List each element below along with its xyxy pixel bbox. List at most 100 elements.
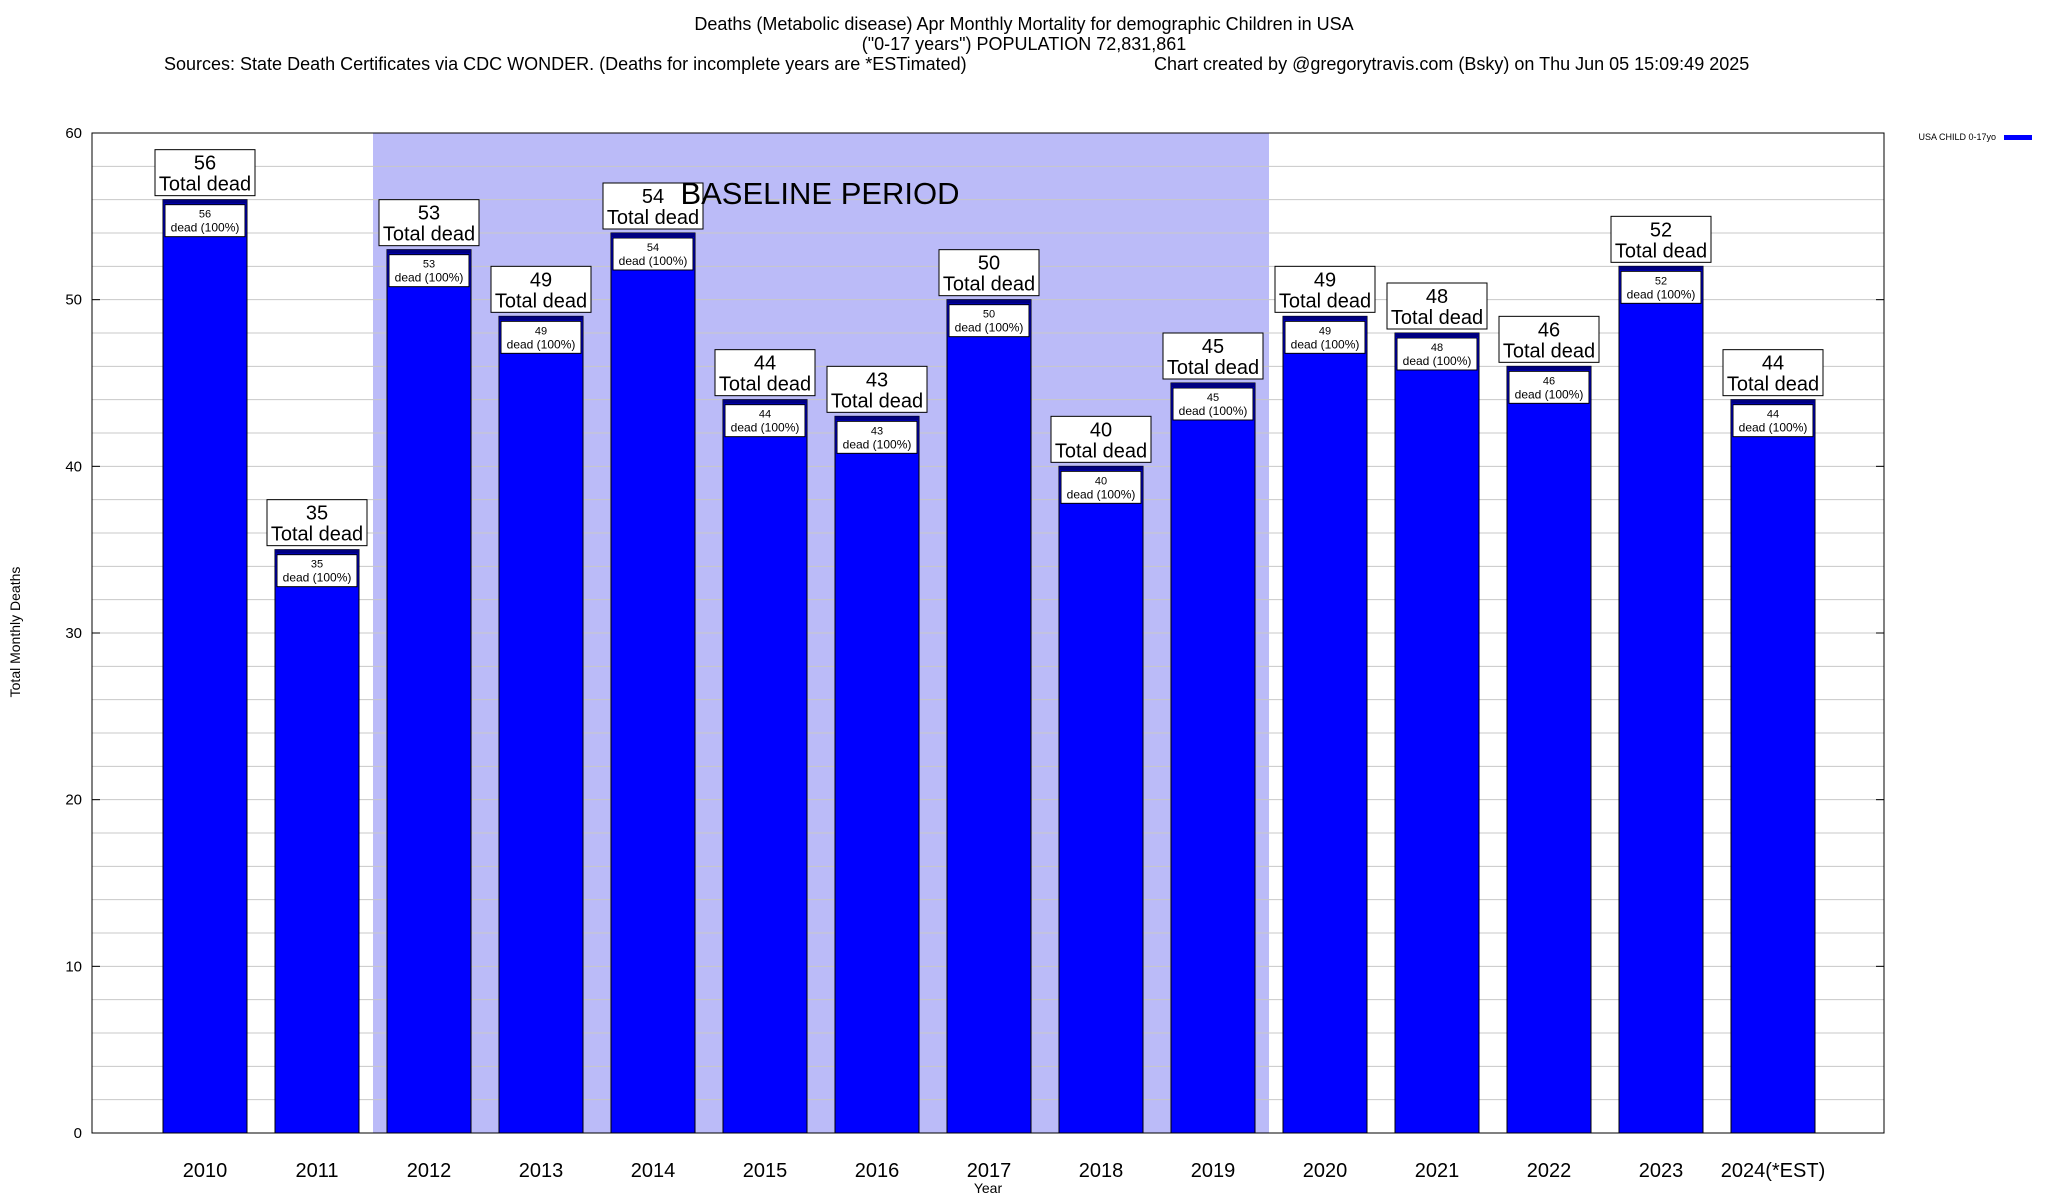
bar-inner-value: 45 xyxy=(1207,392,1219,404)
bar-inner-value: 49 xyxy=(535,325,547,337)
bar-total-label-box xyxy=(602,182,704,230)
bar-inner-label-box xyxy=(724,404,806,438)
bar-inner-label-box xyxy=(1060,470,1142,504)
bar-total-label-box xyxy=(154,149,256,197)
x-tick-label: 2024(*EST) xyxy=(1721,1160,1826,1182)
x-tick-label: 2023 xyxy=(1639,1160,1684,1182)
bar-inner-percent: dead (100%) xyxy=(507,337,576,351)
bar-top-stripe xyxy=(611,233,695,237)
bar-inner-value: 35 xyxy=(311,559,323,571)
bar-total-label-box xyxy=(1722,349,1824,397)
bar xyxy=(1394,332,1480,1134)
bar xyxy=(610,232,696,1134)
bar-total-value: 43 xyxy=(866,369,888,391)
bar-total-value: 53 xyxy=(418,203,440,225)
bar-inner-value: 44 xyxy=(1767,409,1779,421)
bar-inner-value: 44 xyxy=(759,409,771,421)
bar-total-value: 40 xyxy=(1090,419,1112,441)
bar-inner-label-box xyxy=(1172,387,1254,421)
bar-top-stripe xyxy=(1395,333,1479,337)
x-axis-label: Year xyxy=(974,1180,1003,1196)
bar-total-text: Total dead xyxy=(1391,307,1483,329)
bar-inner-label-box xyxy=(500,320,582,354)
bar-total-label-box xyxy=(1610,215,1712,263)
bar-total-value: 56 xyxy=(194,153,216,175)
bar-total-value: 49 xyxy=(1314,269,1336,291)
bar-total-text: Total dead xyxy=(1727,374,1819,396)
bar-top-stripe xyxy=(387,249,471,254)
bar-total-label-box xyxy=(490,265,592,313)
bar xyxy=(1506,365,1592,1134)
bar-inner-label-box xyxy=(1732,404,1814,438)
bar-top-stripe xyxy=(499,316,583,321)
bar-top-stripe xyxy=(163,199,247,204)
bar-total-text: Total dead xyxy=(607,207,699,229)
y-tick-label: 50 xyxy=(65,292,82,309)
bar-total-value: 50 xyxy=(978,253,1000,275)
bar-total-text: Total dead xyxy=(1055,440,1147,462)
bar-total-text: Total dead xyxy=(271,524,363,546)
bar xyxy=(1730,399,1816,1134)
bar xyxy=(834,415,920,1134)
bar-total-value: 52 xyxy=(1650,219,1672,241)
x-tick-label: 2010 xyxy=(183,1160,228,1182)
x-tick-label: 2017 xyxy=(967,1160,1012,1182)
legend: USA CHILD 0-17yo xyxy=(1918,132,2032,142)
baseline-period-label: BASELINE PERIOD xyxy=(680,176,959,211)
bar-inner-percent: dead (100%) xyxy=(283,571,352,585)
bar-total-label-box xyxy=(1162,332,1264,380)
bar-total-text: Total dead xyxy=(943,274,1035,296)
bar xyxy=(162,199,248,1134)
bar-top-stripe xyxy=(835,416,919,421)
chart-title-line-2: ("0-17 years") POPULATION 72,831,861 xyxy=(861,34,1187,54)
bar xyxy=(274,549,360,1134)
bar-top-stripe xyxy=(1507,366,1591,371)
chart-credit-note: Chart created by @gregorytravis.com (Bsk… xyxy=(1154,54,1750,74)
bar-total-value: 49 xyxy=(530,269,552,291)
y-tick-label: 60 xyxy=(65,125,82,142)
x-tick-label: 2021 xyxy=(1415,1160,1460,1182)
bar-inner-percent: dead (100%) xyxy=(619,254,688,268)
chart-sources-note: Sources: State Death Certificates via CD… xyxy=(164,54,967,74)
x-tick-label: 2013 xyxy=(519,1160,564,1182)
bar-total-label-box xyxy=(266,499,368,547)
bar xyxy=(946,299,1032,1134)
bar-inner-value: 50 xyxy=(983,309,995,321)
bar-total-text: Total dead xyxy=(1167,357,1259,379)
bar xyxy=(1170,382,1256,1134)
bar-total-label-box xyxy=(938,249,1040,297)
bar xyxy=(1282,315,1368,1134)
bar-inner-value: 52 xyxy=(1655,275,1667,287)
y-tick-label: 10 xyxy=(65,958,82,975)
bar-total-text: Total dead xyxy=(831,390,923,412)
bar-inner-value: 53 xyxy=(423,259,435,271)
bar-inner-label-box xyxy=(1508,370,1590,404)
bar-inner-value: 40 xyxy=(1095,475,1107,487)
y-tick-label: 0 xyxy=(74,1125,82,1142)
bar xyxy=(1618,265,1704,1134)
bar xyxy=(722,399,808,1134)
bar-total-value: 44 xyxy=(754,353,776,375)
bar-inner-label-box xyxy=(276,554,358,588)
bar-total-text: Total dead xyxy=(159,174,251,196)
x-tick-label: 2015 xyxy=(743,1160,788,1182)
bar-total-label-box xyxy=(1274,265,1376,313)
bar-total-text: Total dead xyxy=(383,224,475,246)
bar-inner-label-box xyxy=(1284,320,1366,354)
bar-inner-value: 49 xyxy=(1319,325,1331,337)
bar-inner-label-box xyxy=(836,420,918,454)
bar-top-stripe xyxy=(275,549,359,554)
bar-inner-label-box xyxy=(388,254,470,288)
bar-total-text: Total dead xyxy=(1279,290,1371,312)
y-tick-label: 30 xyxy=(65,625,82,642)
bar-total-value: 45 xyxy=(1202,336,1224,358)
bar-inner-value: 48 xyxy=(1431,342,1443,354)
bar-inner-percent: dead (100%) xyxy=(1179,404,1248,418)
x-tick-label: 2014 xyxy=(631,1160,676,1182)
bar-total-text: Total dead xyxy=(495,290,587,312)
bar-top-stripe xyxy=(1731,399,1815,404)
bar-top-stripe xyxy=(1283,316,1367,321)
x-tick-label: 2018 xyxy=(1079,1160,1124,1182)
bar-inner-percent: dead (100%) xyxy=(843,437,912,451)
bar-top-stripe xyxy=(1619,266,1703,271)
